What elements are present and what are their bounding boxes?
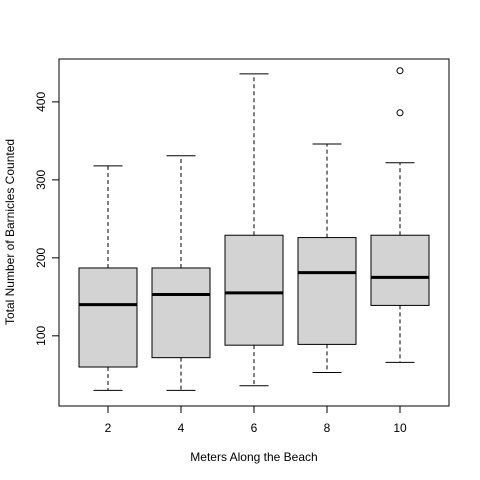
y-axis-label: Total Number of Barnicles Counted (3, 139, 17, 325)
box (370, 234, 430, 306)
box (224, 234, 284, 346)
box-marks (78, 67, 430, 391)
x-tick-label: 4 (178, 421, 185, 435)
box (78, 267, 138, 368)
y-axis: 100 200 300 400 (34, 92, 60, 346)
x-axis: 2 4 6 8 10 (105, 405, 407, 435)
box (297, 237, 357, 345)
y-tick-label: 400 (34, 92, 48, 112)
x-tick-label: 6 (251, 421, 258, 435)
y-tick-label: 300 (34, 170, 48, 190)
outlier-point (396, 67, 404, 75)
outlier-point (396, 109, 404, 117)
y-tick-label: 100 (34, 325, 48, 345)
box (151, 267, 211, 359)
x-tick-label: 2 (105, 421, 112, 435)
x-axis-label: Meters Along the Beach (190, 450, 317, 464)
y-tick-label: 200 (34, 248, 48, 268)
x-tick-label: 10 (393, 421, 407, 435)
x-tick-label: 8 (324, 421, 331, 435)
